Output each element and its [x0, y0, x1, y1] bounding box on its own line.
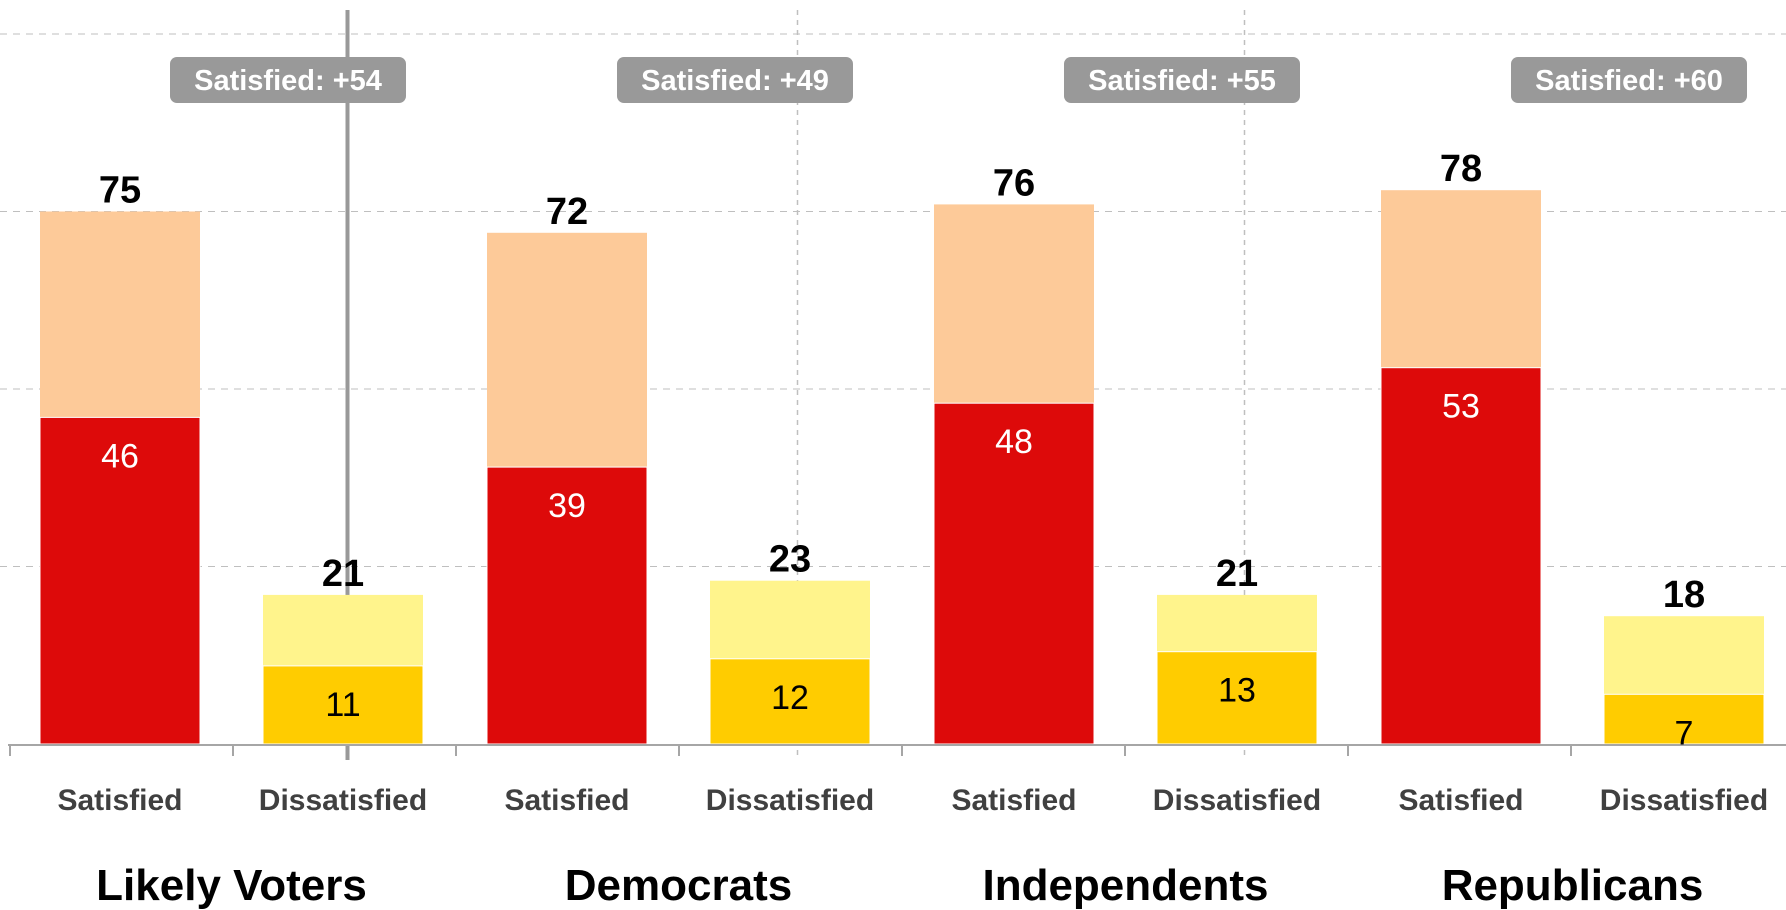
- bar-inner-label: 46: [101, 437, 139, 475]
- satisfied-strong-bar: [1380, 367, 1542, 745]
- bar-total-label: 23: [769, 539, 811, 581]
- category-label: Dissatisfied: [1153, 784, 1321, 817]
- difference-badge-label: Satisfied: +60: [1535, 65, 1723, 97]
- bar-inner-label: 11: [325, 686, 360, 724]
- difference-badge: [1064, 57, 1300, 103]
- dissatisfied-strong-bar: [1156, 651, 1318, 745]
- dissatisfied-strong-bar: [262, 665, 424, 745]
- labels: Satisfied: +54 Likely Voters 75 46 Satisfied…: [57, 57, 1768, 910]
- bar-total-label: 72: [546, 191, 588, 233]
- category-label: Satisfied: [57, 784, 182, 817]
- difference-badge: [170, 57, 406, 103]
- bar-inner-label: 7: [1675, 714, 1694, 752]
- dissatisfied-strong-bar: [1603, 693, 1765, 745]
- category-label: Satisfied: [1398, 784, 1523, 817]
- group-label: Democrats: [565, 861, 792, 910]
- category-label: Satisfied: [504, 784, 629, 817]
- difference-badge-label: Satisfied: +54: [194, 65, 382, 97]
- difference-badge-label: Satisfied: +49: [641, 65, 829, 97]
- dissatisfied-strong-bar: [709, 658, 871, 745]
- bar-total-label: 76: [993, 162, 1035, 204]
- bar-inner-label: 53: [1442, 388, 1480, 426]
- satisfied-strong-bar: [39, 416, 201, 745]
- difference-badge: [1511, 57, 1747, 103]
- bar-total-label: 78: [1440, 148, 1482, 190]
- group-label: Republicans: [1442, 861, 1704, 910]
- category-label: Satisfied: [951, 784, 1076, 817]
- satisfied-strong-bar: [486, 466, 648, 745]
- bars: [39, 190, 1765, 745]
- difference-badge: [617, 57, 853, 103]
- bar-total-label: 75: [99, 170, 141, 212]
- bar-inner-label: 39: [548, 487, 586, 525]
- group-label: Independents: [982, 861, 1268, 910]
- category-label: Dissatisfied: [706, 784, 874, 817]
- bar-inner-label: 12: [771, 679, 809, 717]
- group-label: Likely Voters: [96, 861, 367, 910]
- category-label: Dissatisfied: [1600, 784, 1768, 817]
- bar-total-label: 18: [1663, 574, 1705, 616]
- bar-total-label: 21: [1216, 553, 1258, 595]
- bar-total-label: 21: [322, 553, 364, 595]
- bar-inner-label: 48: [995, 423, 1033, 461]
- satisfied-strong-bar: [933, 402, 1095, 745]
- x-axis: [8, 744, 1786, 756]
- bar-inner-label: 13: [1218, 672, 1256, 710]
- category-label: Dissatisfied: [259, 784, 427, 817]
- difference-badge-label: Satisfied: +55: [1088, 65, 1276, 97]
